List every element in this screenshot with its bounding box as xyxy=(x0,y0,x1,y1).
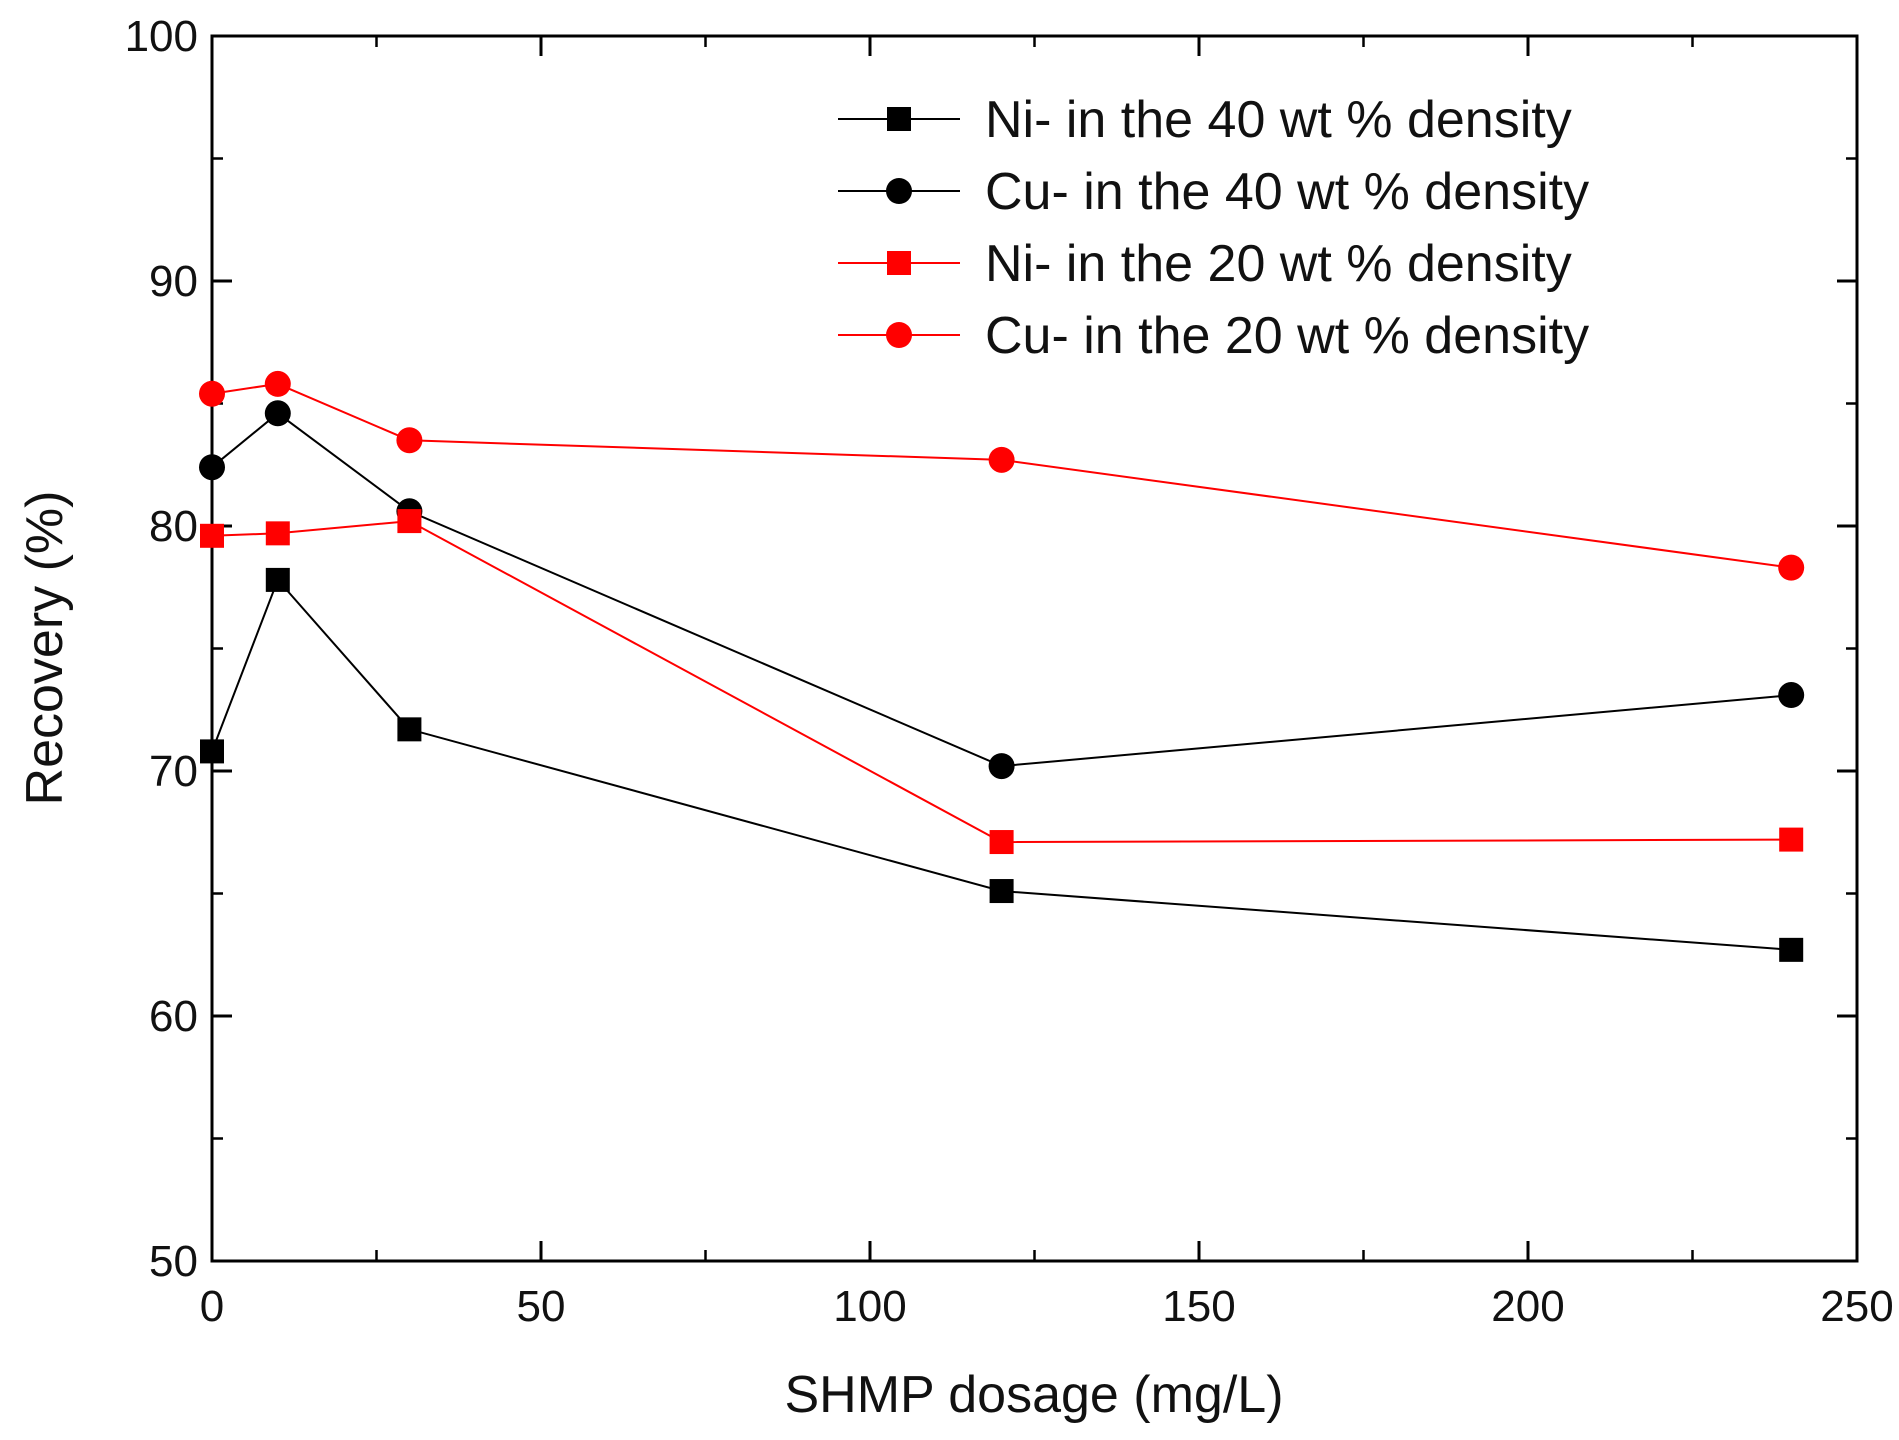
data-point xyxy=(265,521,290,546)
y-axis-title: Recovery (%) xyxy=(16,491,74,806)
y-tick-label: 60 xyxy=(149,992,198,1041)
data-point xyxy=(264,370,291,397)
legend-label: Cu- in the 40 wt % density xyxy=(985,163,1589,221)
legend: Ni- in the 40 wt % density Cu- in the 40 … xyxy=(838,91,1589,365)
series-1 xyxy=(200,567,1804,962)
data-point xyxy=(1778,554,1805,581)
x-tick-label: 250 xyxy=(1820,1282,1893,1331)
data-point xyxy=(200,523,224,548)
legend-item: Cu- in the 40 wt % density xyxy=(838,163,1589,221)
data-point xyxy=(200,739,224,764)
data-point xyxy=(989,879,1014,904)
x-tick-label: 150 xyxy=(1162,1282,1235,1331)
legend-item: Cu- in the 20 wt % density xyxy=(838,307,1589,365)
y-tick-label: 100 xyxy=(125,12,198,61)
x-tick-label: 100 xyxy=(833,1282,906,1331)
data-point xyxy=(199,380,225,407)
y-tick-label: 50 xyxy=(149,1237,198,1286)
data-point xyxy=(396,427,423,454)
x-axis-title: SHMP dosage (mg/L) xyxy=(784,1366,1283,1424)
y-axis: 50 60 70 80 90 100 xyxy=(125,12,1857,1286)
data-point xyxy=(988,446,1015,473)
legend-marker xyxy=(887,251,911,275)
series-3 xyxy=(200,509,1804,855)
x-tick-label: 0 xyxy=(200,1282,224,1331)
series-4 xyxy=(199,370,1805,581)
legend-label: Ni- in the 40 wt % density xyxy=(985,91,1572,149)
series-line xyxy=(211,520,1792,844)
y-tick-label: 90 xyxy=(149,257,198,306)
legend-item: Ni- in the 40 wt % density xyxy=(838,91,1572,149)
legend-marker xyxy=(887,107,911,131)
series-layer xyxy=(199,370,1805,962)
x-tick-label: 200 xyxy=(1491,1282,1564,1331)
data-point xyxy=(1779,937,1804,962)
data-point xyxy=(265,567,290,592)
data-point xyxy=(989,830,1014,855)
y-tick-label: 80 xyxy=(149,502,198,551)
legend-label: Cu- in the 20 wt % density xyxy=(985,307,1589,365)
data-point xyxy=(397,509,422,534)
y-tick-label: 70 xyxy=(149,747,198,796)
legend-label: Ni- in the 20 wt % density xyxy=(985,235,1572,293)
data-point xyxy=(1778,682,1805,709)
legend-item: Ni- in the 20 wt % density xyxy=(838,235,1572,293)
data-point xyxy=(264,400,291,427)
data-point xyxy=(988,753,1015,780)
series-line xyxy=(211,382,1792,569)
data-point xyxy=(199,454,225,481)
data-point xyxy=(397,717,422,742)
x-axis: 0 50 100 150 200 250 xyxy=(200,36,1894,1331)
legend-marker xyxy=(886,322,912,348)
x-tick-label: 50 xyxy=(517,1282,566,1331)
data-point xyxy=(1779,827,1804,852)
legend-marker xyxy=(886,178,912,204)
